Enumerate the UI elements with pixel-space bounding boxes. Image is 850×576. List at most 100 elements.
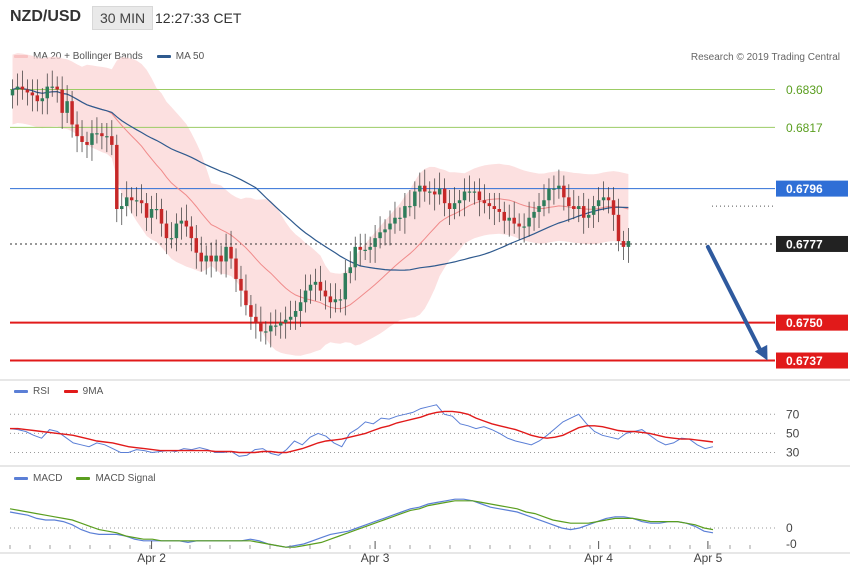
candle-body: [532, 211, 536, 218]
candle-body: [581, 206, 586, 218]
candle-body: [552, 188, 556, 190]
candle-body: [432, 191, 437, 195]
candle-body: [562, 185, 566, 198]
candle-body: [184, 220, 189, 227]
candle-body: [333, 299, 338, 303]
candle-body: [462, 191, 467, 201]
candle-body: [134, 200, 139, 202]
candle-body: [447, 203, 452, 209]
candle-body: [65, 101, 69, 113]
macd-swatch: [14, 476, 28, 480]
candle-body: [606, 197, 611, 201]
candle-body: [159, 209, 164, 224]
candle-body: [254, 316, 258, 323]
level-label-0.6750: 0.6750: [786, 316, 823, 330]
candle-body: [20, 86, 25, 90]
candle-body: [224, 246, 228, 262]
candle-body: [45, 86, 49, 99]
candle-body: [547, 188, 551, 201]
candle-body: [144, 203, 149, 218]
candle-body: [338, 299, 343, 301]
candle-body: [244, 290, 248, 306]
candle-body: [437, 188, 442, 195]
candle-body: [298, 302, 303, 311]
timeframe-button[interactable]: 30 MIN: [92, 6, 154, 30]
x-tick-label: Apr 5: [694, 551, 723, 565]
candle-body: [90, 133, 94, 145]
candle-body: [428, 191, 432, 193]
candle-body: [388, 223, 392, 230]
rsi-tick-50: 50: [786, 426, 800, 440]
candle-body: [204, 255, 208, 262]
candle-body: [601, 197, 606, 201]
candle-body: [363, 249, 367, 251]
candle-body: [269, 325, 273, 332]
candle-body: [154, 209, 159, 211]
candle-body: [239, 278, 243, 291]
moving-averages: [12, 87, 629, 310]
candle-body: [15, 86, 20, 90]
rsi-line: [9, 404, 714, 457]
candle-body: [120, 206, 124, 209]
candle-body: [174, 223, 179, 239]
chart-header: NZD/USD 30 MIN 12:27:33 CET: [0, 0, 850, 38]
legend-rsi: RSI: [33, 386, 50, 397]
candle-body: [467, 191, 472, 193]
candle-body: [621, 241, 626, 247]
macd-legend: MACD MACD Signal: [14, 473, 155, 484]
level-box-0.6796: [776, 180, 848, 197]
candle-body: [70, 101, 74, 125]
candle-body: [75, 124, 79, 137]
candle-body: [288, 316, 293, 320]
legend-macd: MACD: [33, 473, 63, 484]
candle-body: [492, 206, 497, 209]
candle-body: [452, 203, 457, 209]
candle-body: [105, 136, 109, 138]
candle-body: [293, 310, 298, 317]
candle-body: [164, 223, 169, 239]
candle-body: [567, 197, 571, 207]
macd-line: [9, 498, 714, 548]
candle-body: [189, 226, 194, 239]
candle-body: [179, 220, 184, 224]
rsi-tick-30: 30: [786, 445, 800, 459]
candle-body: [80, 136, 84, 142]
candle-body: [259, 322, 263, 332]
candle-body: [95, 133, 99, 135]
level-label-0.6796: 0.6796: [786, 182, 823, 196]
candle-body: [358, 246, 362, 250]
candle-body: [25, 89, 30, 93]
level-box-0.6777: [776, 235, 848, 252]
ma50-swatch: [156, 54, 171, 58]
candle-body: [234, 258, 238, 279]
candle-body: [328, 296, 333, 303]
candle-body: [199, 252, 203, 262]
level-box-0.6750: [776, 314, 848, 331]
candle-body: [472, 191, 477, 193]
candle-body: [35, 95, 40, 102]
candle-body: [308, 284, 313, 291]
candle-body: [423, 185, 427, 192]
bollinger-bands: [12, 53, 629, 356]
candle-body: [278, 322, 283, 326]
candle-body: [477, 191, 482, 201]
candle-body: [60, 89, 64, 113]
candle-body: [274, 325, 278, 327]
candle-body: [442, 188, 447, 204]
candle-body: [55, 86, 59, 90]
candle-body: [517, 223, 521, 227]
candle-body: [169, 238, 174, 240]
rsi-panel: 70 50 30: [0, 379, 850, 459]
candle-body: [537, 206, 541, 212]
candle-body: [264, 331, 268, 333]
candle-body: [413, 191, 417, 207]
bollinger-band-fill: [12, 53, 629, 356]
candle-body: [10, 89, 15, 96]
candle-body: [527, 217, 531, 227]
candle-body: [368, 246, 372, 250]
ma20-line: [12, 87, 629, 310]
x-axis: Apr 2 Apr 3 Apr 4 Apr 5: [0, 541, 850, 565]
candle-body: [85, 141, 89, 145]
